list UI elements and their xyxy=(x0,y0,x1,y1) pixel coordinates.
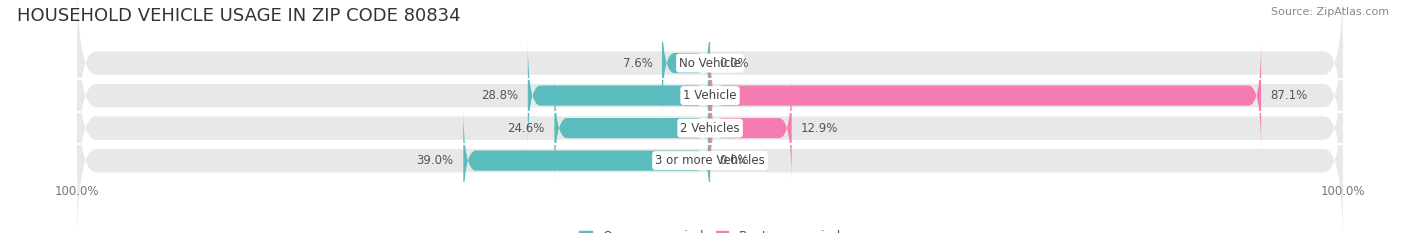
Text: 87.1%: 87.1% xyxy=(1271,89,1308,102)
FancyBboxPatch shape xyxy=(662,8,710,118)
Text: 12.9%: 12.9% xyxy=(801,122,838,135)
Text: 1 Vehicle: 1 Vehicle xyxy=(683,89,737,102)
FancyBboxPatch shape xyxy=(77,10,1343,182)
Text: 7.6%: 7.6% xyxy=(623,57,652,70)
FancyBboxPatch shape xyxy=(710,73,792,183)
Text: Source: ZipAtlas.com: Source: ZipAtlas.com xyxy=(1271,7,1389,17)
Text: 0.0%: 0.0% xyxy=(720,57,749,70)
Text: No Vehicle: No Vehicle xyxy=(679,57,741,70)
FancyBboxPatch shape xyxy=(710,41,1261,151)
FancyBboxPatch shape xyxy=(464,106,710,216)
FancyBboxPatch shape xyxy=(527,41,710,151)
Legend: Owner-occupied, Renter-occupied: Owner-occupied, Renter-occupied xyxy=(575,225,845,233)
Text: 24.6%: 24.6% xyxy=(508,122,546,135)
FancyBboxPatch shape xyxy=(77,42,1343,214)
FancyBboxPatch shape xyxy=(554,73,710,183)
FancyBboxPatch shape xyxy=(77,0,1343,149)
Text: 39.0%: 39.0% xyxy=(416,154,454,167)
Text: 0.0%: 0.0% xyxy=(720,154,749,167)
FancyBboxPatch shape xyxy=(77,75,1343,233)
Text: 2 Vehicles: 2 Vehicles xyxy=(681,122,740,135)
Text: HOUSEHOLD VEHICLE USAGE IN ZIP CODE 80834: HOUSEHOLD VEHICLE USAGE IN ZIP CODE 8083… xyxy=(17,7,461,25)
Text: 28.8%: 28.8% xyxy=(481,89,519,102)
Text: 3 or more Vehicles: 3 or more Vehicles xyxy=(655,154,765,167)
